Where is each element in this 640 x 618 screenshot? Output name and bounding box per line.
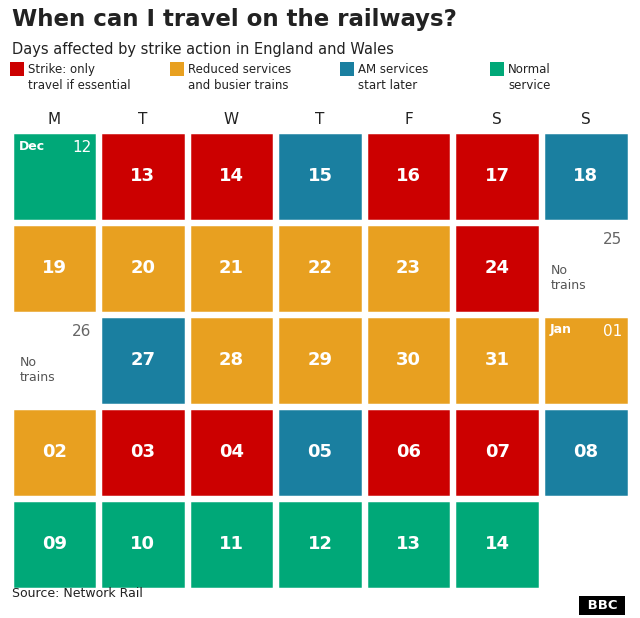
Text: 11: 11 bbox=[219, 535, 244, 553]
Text: T: T bbox=[138, 112, 148, 127]
FancyBboxPatch shape bbox=[189, 224, 274, 313]
Text: 14: 14 bbox=[219, 167, 244, 185]
Text: 24: 24 bbox=[484, 259, 509, 277]
Text: 17: 17 bbox=[484, 167, 509, 185]
FancyBboxPatch shape bbox=[454, 407, 540, 496]
Text: 20: 20 bbox=[131, 259, 156, 277]
Text: Reduced services
and busier trains: Reduced services and busier trains bbox=[188, 63, 291, 92]
FancyBboxPatch shape bbox=[189, 407, 274, 496]
Text: 15: 15 bbox=[307, 167, 333, 185]
FancyBboxPatch shape bbox=[189, 499, 274, 588]
FancyBboxPatch shape bbox=[12, 132, 97, 221]
FancyBboxPatch shape bbox=[366, 499, 451, 588]
Text: AM services
start later: AM services start later bbox=[358, 63, 428, 92]
Text: Days affected by strike action in England and Wales: Days affected by strike action in Englan… bbox=[12, 42, 394, 57]
Text: Strike: only
travel if essential: Strike: only travel if essential bbox=[28, 63, 131, 92]
Text: 18: 18 bbox=[573, 167, 598, 185]
Text: 13: 13 bbox=[396, 535, 421, 553]
FancyBboxPatch shape bbox=[12, 316, 97, 405]
Text: 19: 19 bbox=[42, 259, 67, 277]
Text: 25: 25 bbox=[604, 232, 623, 247]
FancyBboxPatch shape bbox=[100, 316, 186, 405]
Text: S: S bbox=[581, 112, 591, 127]
Text: 14: 14 bbox=[484, 535, 509, 553]
Text: 16: 16 bbox=[396, 167, 421, 185]
Text: 03: 03 bbox=[131, 443, 156, 461]
FancyBboxPatch shape bbox=[454, 316, 540, 405]
FancyBboxPatch shape bbox=[189, 316, 274, 405]
FancyBboxPatch shape bbox=[543, 224, 628, 313]
FancyBboxPatch shape bbox=[366, 224, 451, 313]
Text: 12: 12 bbox=[307, 535, 333, 553]
FancyBboxPatch shape bbox=[189, 132, 274, 221]
Text: 04: 04 bbox=[219, 443, 244, 461]
Text: 28: 28 bbox=[219, 351, 244, 369]
Text: 05: 05 bbox=[307, 443, 333, 461]
FancyBboxPatch shape bbox=[340, 62, 354, 76]
FancyBboxPatch shape bbox=[12, 407, 97, 496]
Text: W: W bbox=[224, 112, 239, 127]
FancyBboxPatch shape bbox=[454, 132, 540, 221]
FancyBboxPatch shape bbox=[366, 407, 451, 496]
FancyBboxPatch shape bbox=[277, 132, 363, 221]
Text: M: M bbox=[48, 112, 61, 127]
Text: 12: 12 bbox=[72, 140, 91, 154]
Text: Jan: Jan bbox=[550, 323, 572, 336]
Text: 22: 22 bbox=[307, 259, 333, 277]
Text: No
trains: No trains bbox=[19, 355, 55, 384]
FancyBboxPatch shape bbox=[543, 132, 628, 221]
Text: 31: 31 bbox=[484, 351, 509, 369]
FancyBboxPatch shape bbox=[454, 224, 540, 313]
Text: F: F bbox=[404, 112, 413, 127]
FancyBboxPatch shape bbox=[543, 316, 628, 405]
Text: 08: 08 bbox=[573, 443, 598, 461]
Text: Source: Network Rail: Source: Network Rail bbox=[12, 587, 143, 600]
Text: S: S bbox=[492, 112, 502, 127]
Text: 09: 09 bbox=[42, 535, 67, 553]
Text: 26: 26 bbox=[72, 323, 91, 339]
FancyBboxPatch shape bbox=[366, 132, 451, 221]
Text: No
trains: No trains bbox=[551, 263, 586, 292]
FancyBboxPatch shape bbox=[277, 224, 363, 313]
FancyBboxPatch shape bbox=[100, 407, 186, 496]
Text: 10: 10 bbox=[131, 535, 156, 553]
FancyBboxPatch shape bbox=[12, 224, 97, 313]
Text: 23: 23 bbox=[396, 259, 421, 277]
FancyBboxPatch shape bbox=[10, 62, 24, 76]
FancyBboxPatch shape bbox=[100, 224, 186, 313]
Text: BBC: BBC bbox=[583, 599, 622, 612]
Text: 02: 02 bbox=[42, 443, 67, 461]
FancyBboxPatch shape bbox=[277, 407, 363, 496]
Text: 06: 06 bbox=[396, 443, 421, 461]
Text: 30: 30 bbox=[396, 351, 421, 369]
Text: 27: 27 bbox=[131, 351, 156, 369]
Text: Normal
service: Normal service bbox=[508, 63, 551, 92]
Text: T: T bbox=[316, 112, 324, 127]
Text: 13: 13 bbox=[131, 167, 156, 185]
FancyBboxPatch shape bbox=[543, 499, 628, 588]
Text: 01: 01 bbox=[604, 323, 623, 339]
Text: 29: 29 bbox=[307, 351, 333, 369]
Text: 21: 21 bbox=[219, 259, 244, 277]
FancyBboxPatch shape bbox=[100, 132, 186, 221]
FancyBboxPatch shape bbox=[100, 499, 186, 588]
FancyBboxPatch shape bbox=[490, 62, 504, 76]
FancyBboxPatch shape bbox=[543, 407, 628, 496]
FancyBboxPatch shape bbox=[277, 316, 363, 405]
Text: 07: 07 bbox=[484, 443, 509, 461]
FancyBboxPatch shape bbox=[277, 499, 363, 588]
FancyBboxPatch shape bbox=[454, 499, 540, 588]
Text: When can I travel on the railways?: When can I travel on the railways? bbox=[12, 8, 457, 31]
FancyBboxPatch shape bbox=[366, 316, 451, 405]
Text: Dec: Dec bbox=[19, 140, 45, 153]
FancyBboxPatch shape bbox=[170, 62, 184, 76]
FancyBboxPatch shape bbox=[12, 499, 97, 588]
